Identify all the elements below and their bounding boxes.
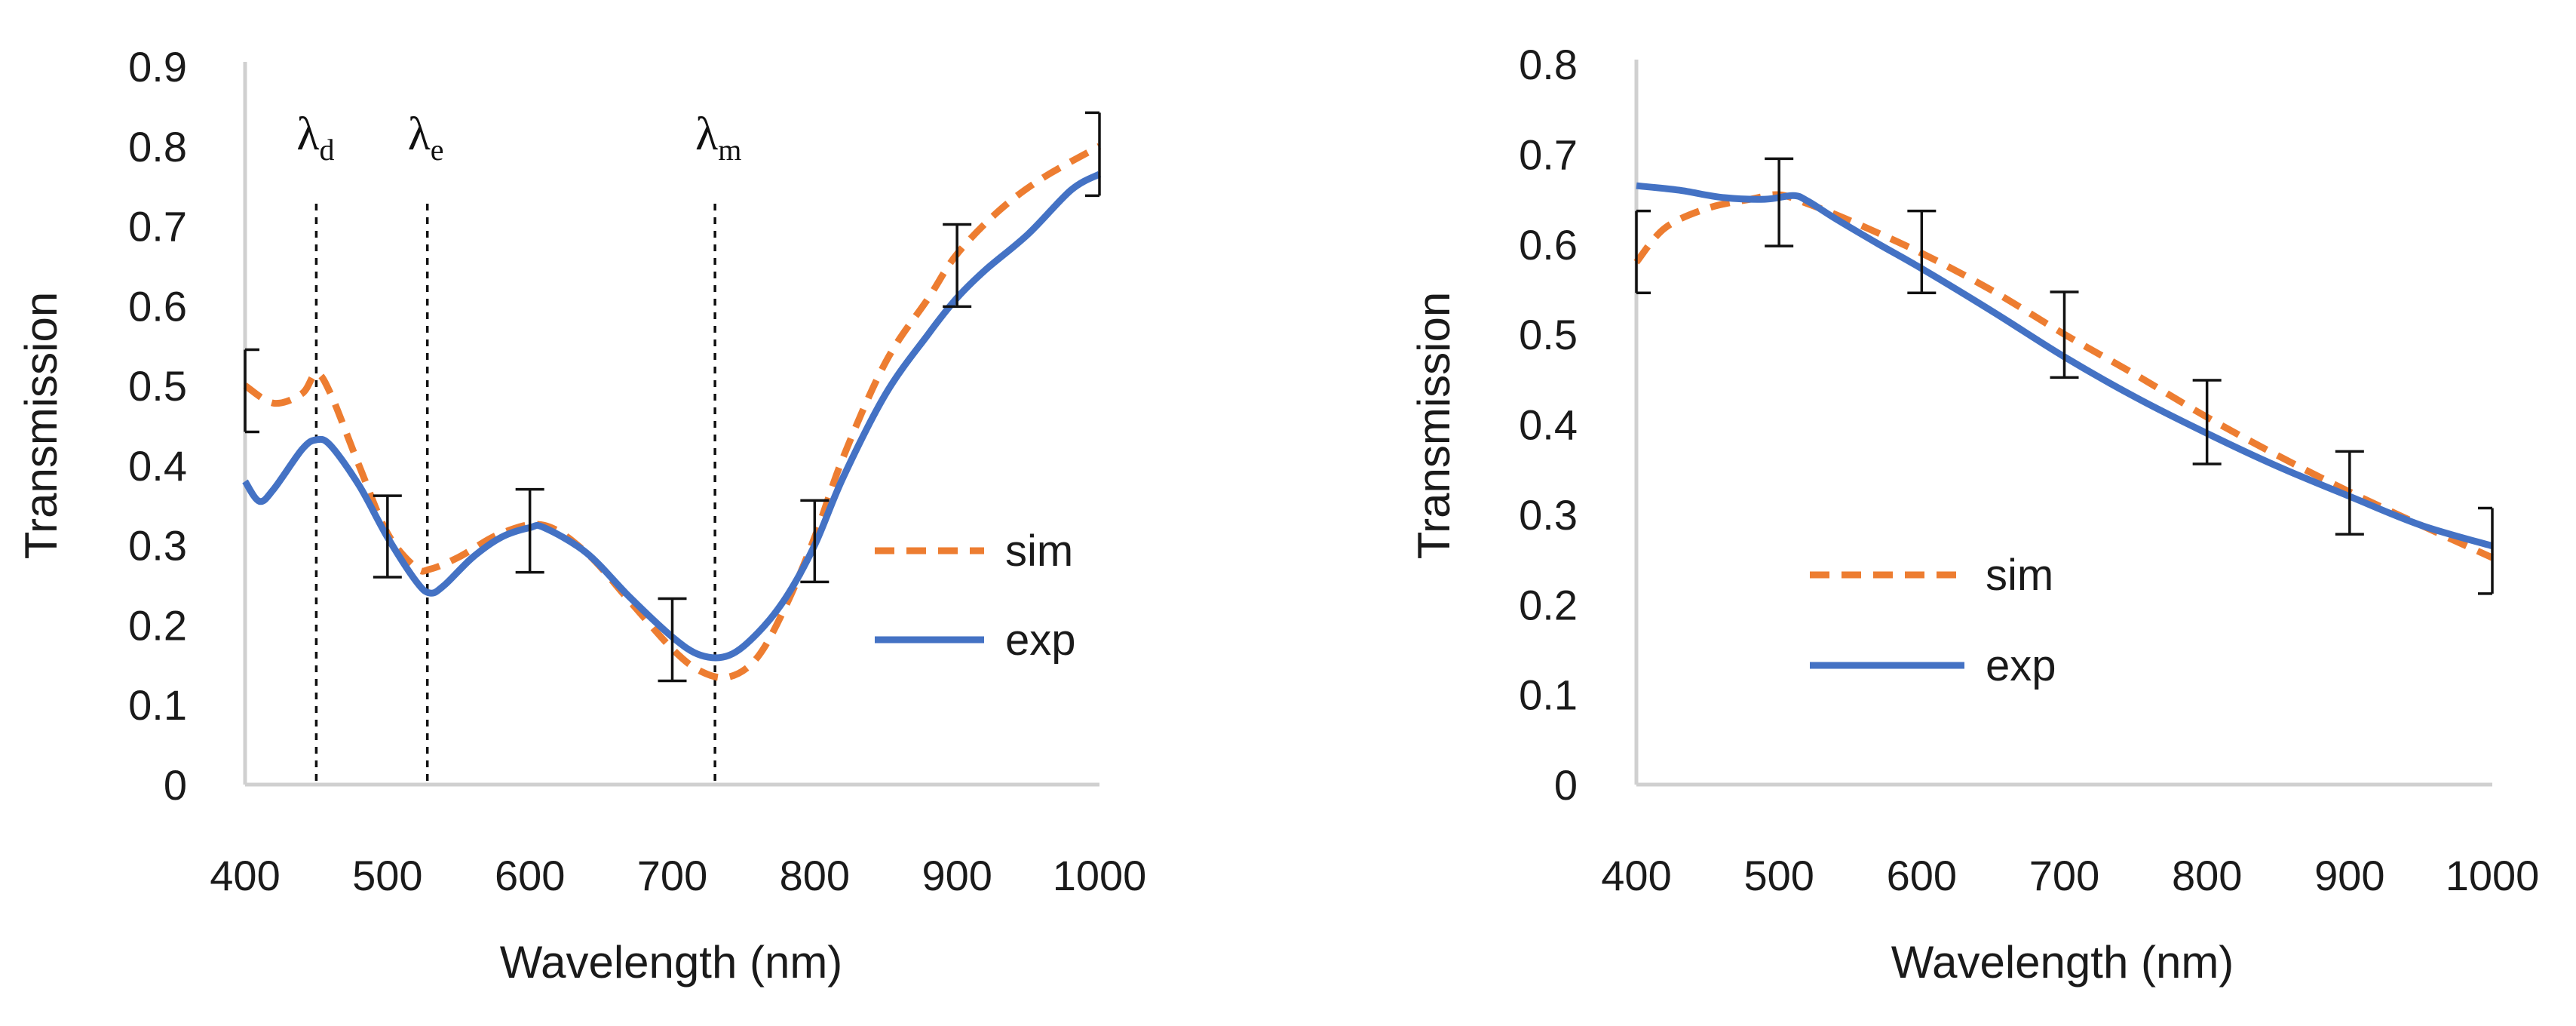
- series-lines: [1633, 182, 2494, 561]
- y-tick-labels: 0 0.1 0.2 0.3 0.4 0.5 0.6 0.7 0.8: [1519, 41, 1578, 809]
- marker-subscript: e: [431, 133, 444, 167]
- y-tick-label: 0.2: [128, 601, 187, 649]
- y-tick-label: 0.2: [1519, 581, 1578, 628]
- x-axis-title: Wavelength (nm): [500, 937, 843, 988]
- legend-label-sim: sim: [1005, 527, 1073, 576]
- legend-label-sim: sim: [1986, 551, 2053, 600]
- y-tick-label: 0.4: [128, 442, 187, 490]
- marker-symbol: λ: [408, 109, 431, 160]
- error-bar: [2478, 506, 2494, 595]
- x-tick-label: 800: [2172, 852, 2242, 899]
- x-tick-label: 600: [495, 852, 565, 899]
- series-lines: [242, 143, 1102, 681]
- y-tick-label: 0: [164, 761, 187, 809]
- y-tick-labels: 0 0.1 0.2 0.3 0.4 0.5 0.6 0.7 0.8 0.9: [128, 43, 187, 809]
- x-tick-label: 700: [2029, 852, 2099, 899]
- error-bar: [2192, 379, 2222, 465]
- legend-label-exp: exp: [1005, 616, 1076, 665]
- x-tick-label: 500: [352, 852, 422, 899]
- marker-subscript: m: [718, 133, 741, 167]
- axes-lines: [1634, 60, 2492, 787]
- legend-label-exp: exp: [1986, 641, 2056, 690]
- y-tick-label: 0.5: [1519, 311, 1578, 358]
- y-tick-label: 0.8: [128, 123, 187, 170]
- x-tick-label: 800: [780, 852, 850, 899]
- marker-label-m: λm: [695, 109, 741, 167]
- error-bar: [1085, 111, 1101, 198]
- marker-symbol: λ: [695, 109, 718, 160]
- chart-left: 0 0.1 0.2 0.3 0.4 0.5 0.6 0.7 0.8 0.9 400 500 600 70…: [16, 43, 1146, 988]
- error-bar: [515, 487, 544, 574]
- error-bar: [2335, 450, 2364, 536]
- error-bar: [244, 348, 259, 434]
- y-tick-label: 0.6: [1519, 221, 1578, 269]
- x-tick-label: 1000: [1053, 852, 1147, 899]
- marker-subscript: d: [319, 133, 334, 167]
- marker-label-e: λe: [408, 109, 444, 167]
- y-tick-label: 0.7: [1519, 131, 1578, 178]
- x-axis-title: Wavelength (nm): [1891, 937, 2234, 988]
- marker-lines: [314, 204, 716, 785]
- error-bar: [800, 499, 830, 584]
- error-bars: [244, 111, 1101, 683]
- y-tick-label: 0.6: [128, 282, 187, 330]
- marker-symbol: λ: [296, 109, 319, 160]
- y-tick-label: 0.3: [1519, 491, 1578, 539]
- marker-labels: λd λe λm: [296, 109, 741, 167]
- error-bar: [1635, 209, 1651, 294]
- y-axis-title: Transmission: [16, 292, 66, 560]
- y-tick-label: 0.4: [1519, 401, 1578, 449]
- series-line-sim: [243, 143, 1102, 681]
- series-line-exp: [1636, 182, 2494, 550]
- y-tick-label: 0.5: [128, 362, 187, 410]
- x-tick-label: 900: [922, 852, 992, 899]
- error-bar: [1907, 209, 1937, 294]
- x-tick-label: 900: [2314, 852, 2384, 899]
- error-bar: [943, 223, 972, 309]
- error-bar: [373, 494, 402, 579]
- y-tick-label: 0.8: [1519, 41, 1578, 88]
- x-tick-label: 400: [210, 852, 280, 899]
- error-bar: [2050, 290, 2079, 379]
- x-tick-label: 400: [1601, 852, 1671, 899]
- chart-right: 0 0.1 0.2 0.3 0.4 0.5 0.6 0.7 0.8 400 500 600 700 80…: [1409, 41, 2539, 988]
- x-tick-label: 1000: [2446, 852, 2540, 899]
- y-tick-label: 0.3: [128, 522, 187, 570]
- x-tick-label: 600: [1887, 852, 1957, 899]
- x-tick-label: 500: [1743, 852, 1814, 899]
- y-tick-label: 0.1: [1519, 671, 1578, 719]
- series-line-exp: [242, 170, 1102, 662]
- y-tick-label: 0.9: [128, 43, 187, 91]
- x-tick-label: 700: [637, 852, 707, 899]
- legend: sim exp: [875, 527, 1076, 665]
- x-tick-labels: 400 500 600 700 800 900 1000: [1601, 852, 2539, 899]
- y-tick-label: 0.1: [128, 681, 187, 729]
- error-bar: [1765, 157, 1794, 247]
- y-tick-label: 0.7: [128, 203, 187, 250]
- marker-label-d: λd: [296, 109, 334, 167]
- error-bars: [1635, 157, 2494, 595]
- y-tick-label: 0: [1554, 761, 1578, 809]
- legend: sim exp: [1810, 551, 2056, 690]
- error-bar: [658, 597, 687, 683]
- x-tick-labels: 400 500 600 700 800 900 1000: [210, 852, 1146, 899]
- y-axis-title: Transmission: [1409, 292, 1459, 560]
